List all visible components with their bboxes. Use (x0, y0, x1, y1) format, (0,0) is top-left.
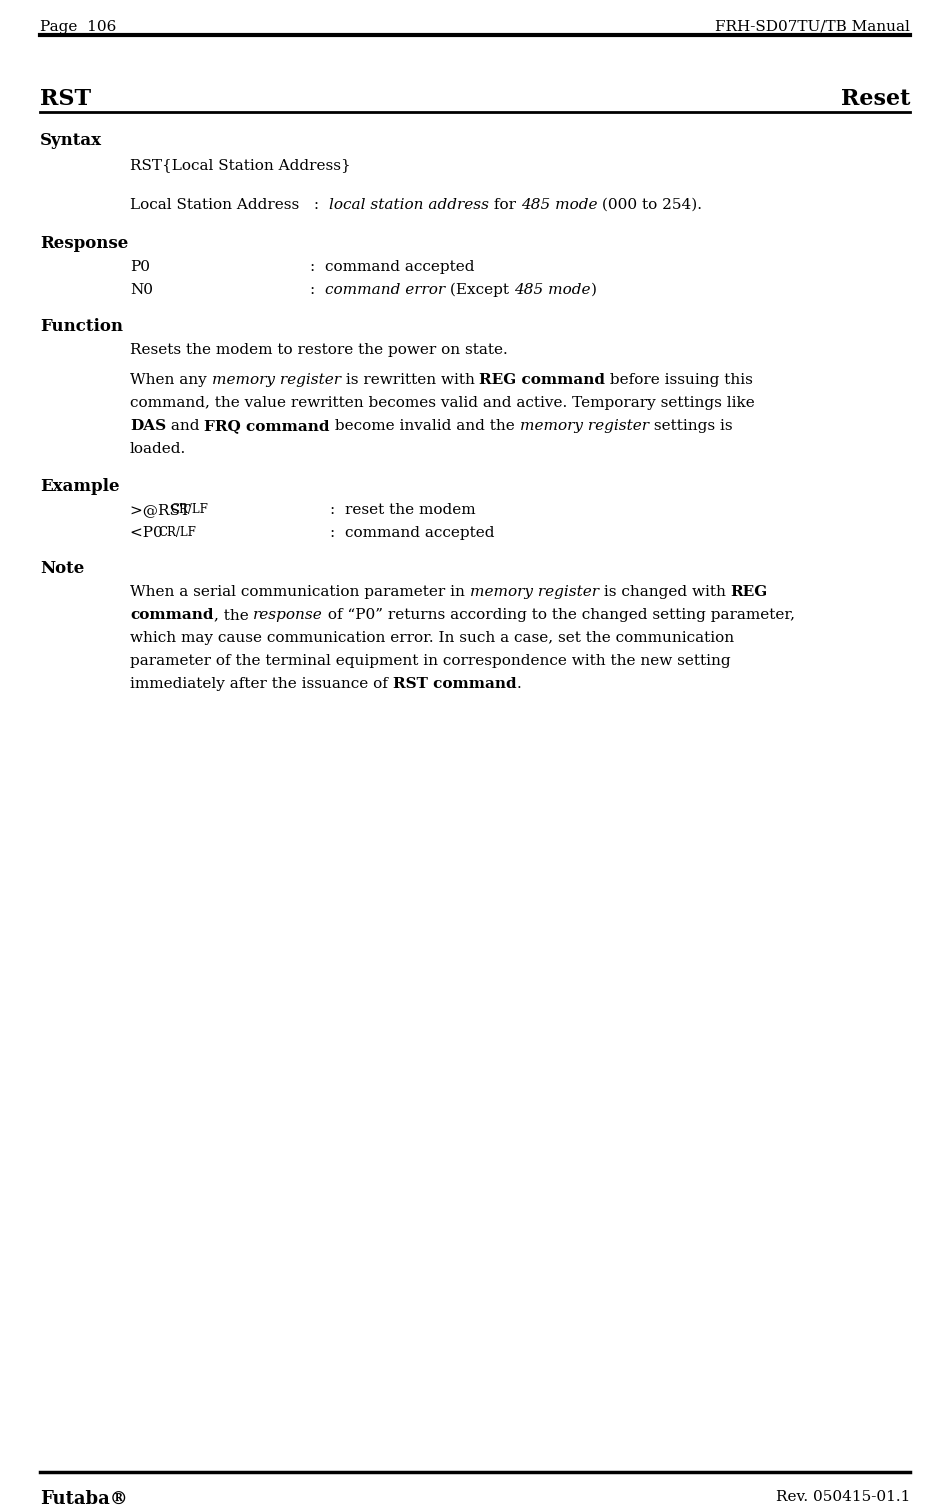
Text: loaded.: loaded. (130, 442, 186, 457)
Text: REG: REG (731, 585, 767, 598)
Text: 485 mode: 485 mode (521, 197, 598, 212)
Text: When a serial communication parameter in: When a serial communication parameter in (130, 585, 470, 598)
Text: REG command: REG command (480, 374, 605, 387)
Text: RST command: RST command (393, 677, 516, 692)
Text: parameter of the terminal equipment in correspondence with the new setting: parameter of the terminal equipment in c… (130, 654, 731, 668)
Text: Syntax: Syntax (40, 133, 102, 149)
Text: Reset: Reset (840, 87, 910, 110)
Text: Rev. 050415-01.1: Rev. 050415-01.1 (776, 1490, 910, 1504)
Text: RST: RST (40, 87, 92, 110)
Text: Futaba®: Futaba® (40, 1490, 127, 1507)
Text: for: for (489, 197, 521, 212)
Text: <P0: <P0 (130, 526, 168, 540)
Text: >@RST: >@RST (130, 503, 194, 517)
Text: (Except: (Except (446, 283, 514, 297)
Text: Example: Example (40, 478, 120, 494)
Text: Function: Function (40, 318, 123, 335)
Text: .: . (516, 677, 521, 692)
Text: When any: When any (130, 374, 211, 387)
Text: memory register: memory register (470, 585, 598, 598)
Text: and: and (166, 419, 205, 433)
Text: command error: command error (325, 283, 446, 297)
Text: FRQ command: FRQ command (205, 419, 330, 433)
Text: DAS: DAS (130, 419, 166, 433)
Text: :  command accepted: : command accepted (310, 261, 475, 274)
Text: Page  106: Page 106 (40, 20, 116, 35)
Text: N0: N0 (130, 283, 153, 297)
Text: FRH-SD07TU/TB Manual: FRH-SD07TU/TB Manual (716, 20, 910, 35)
Text: command, the value rewritten becomes valid and active. Temporary settings like: command, the value rewritten becomes val… (130, 396, 755, 410)
Text: CR/LF: CR/LF (158, 526, 195, 540)
Text: is rewritten with: is rewritten with (341, 374, 480, 387)
Text: settings is: settings is (649, 419, 733, 433)
Text: :  reset the modem: : reset the modem (330, 503, 476, 517)
Text: Resets the modem to restore the power on state.: Resets the modem to restore the power on… (130, 344, 508, 357)
Text: Note: Note (40, 561, 84, 577)
Text: Local Station Address   :: Local Station Address : (130, 197, 329, 212)
Text: 485 mode: 485 mode (514, 283, 591, 297)
Text: :: : (310, 283, 325, 297)
Text: response: response (253, 607, 323, 622)
Text: before issuing this: before issuing this (605, 374, 753, 387)
Text: :  command accepted: : command accepted (330, 526, 495, 540)
Text: , the: , the (213, 607, 253, 622)
Text: memory register: memory register (211, 374, 341, 387)
Text: which may cause communication error. In such a case, set the communication: which may cause communication error. In … (130, 631, 734, 645)
Text: memory register: memory register (519, 419, 649, 433)
Text: become invalid and the: become invalid and the (330, 419, 519, 433)
Text: (000 to 254).: (000 to 254). (598, 197, 702, 212)
Text: of “P0” returns according to the changed setting parameter,: of “P0” returns according to the changed… (323, 607, 795, 622)
Text: ): ) (591, 283, 597, 297)
Text: CR/LF: CR/LF (170, 503, 208, 515)
Text: immediately after the issuance of: immediately after the issuance of (130, 677, 393, 692)
Text: local station address: local station address (329, 197, 489, 212)
Text: command: command (130, 607, 213, 622)
Text: RST{Local Station Address}: RST{Local Station Address} (130, 158, 351, 172)
Text: Response: Response (40, 235, 128, 252)
Text: P0: P0 (130, 261, 150, 274)
Text: is changed with: is changed with (598, 585, 731, 598)
